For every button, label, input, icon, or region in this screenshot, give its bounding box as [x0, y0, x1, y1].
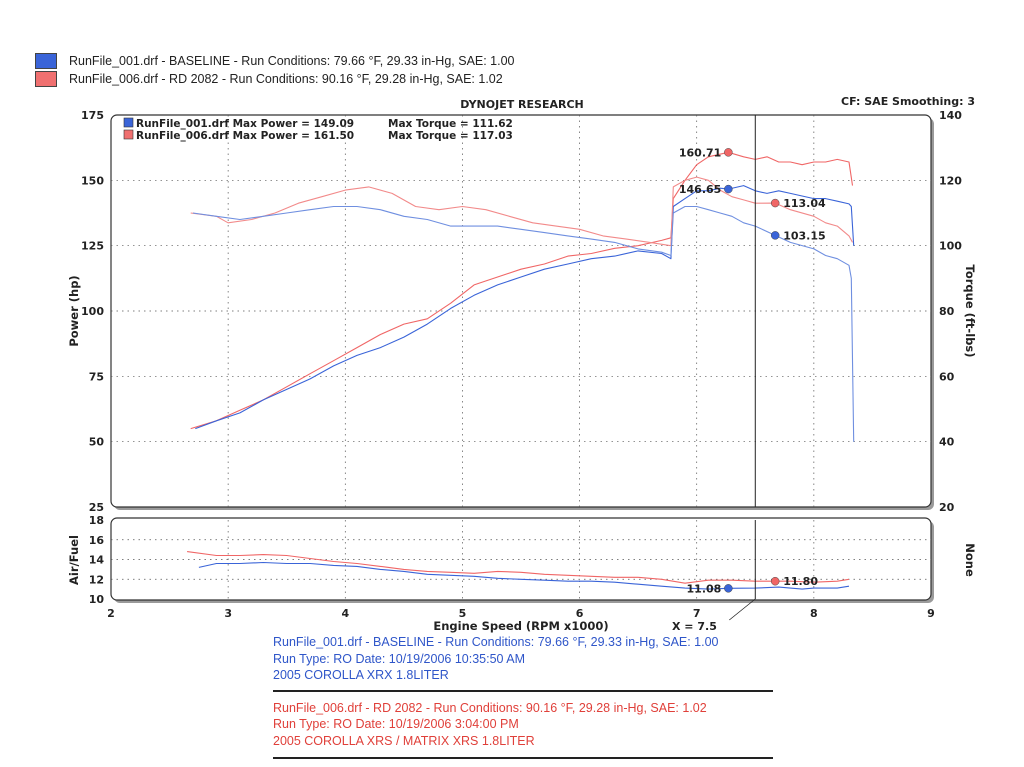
y-axis-label-none: None	[963, 543, 977, 577]
data-label-11.08: 11.08	[687, 582, 722, 595]
series-airfuel-rd2082	[187, 551, 850, 584]
marker-11.08	[724, 584, 733, 593]
x-tick-label: 7	[693, 607, 701, 620]
divider	[273, 689, 773, 692]
main-grid	[111, 115, 931, 507]
series-power-baseline	[195, 185, 855, 430]
y-tick-label-airfuel: 16	[89, 534, 105, 547]
top-legend: RunFile_001.drf - BASELINE - Run Conditi…	[35, 52, 515, 88]
marker-103.15	[770, 231, 780, 240]
y-tick-label-power: 125	[81, 240, 104, 253]
y-axis-label-power: Power (hp)	[67, 275, 81, 346]
x-tick-label: 8	[810, 607, 818, 620]
x-tick-label: 2	[107, 607, 115, 620]
max-power-baseline: RunFile_001.drf Max Power = 149.09	[136, 118, 354, 130]
cursor-readout: X = 7.5	[672, 620, 717, 633]
baseline-run-type: Run Type: RO Date: 10/19/2006 10:35:50 A…	[273, 651, 526, 666]
y-tick-label-torque: 80	[939, 305, 955, 318]
data-label-113.04: 113.04	[783, 197, 826, 210]
y-tick-label-torque: 60	[939, 370, 955, 383]
data-label-11.80: 11.80	[783, 575, 818, 588]
y-axis-label-airfuel: Air/Fuel	[67, 535, 81, 585]
cf-smoothing: CF: SAE Smoothing: 3	[841, 95, 975, 108]
legend-item-baseline: RunFile_001.drf - BASELINE - Run Conditi…	[35, 52, 515, 70]
max-torque-rd2082: Max Torque = 117.03	[388, 130, 513, 142]
y-tick-label-torque: 40	[939, 436, 955, 449]
run-info: RunFile_001.drf - BASELINE - Run Conditi…	[273, 634, 773, 767]
rd2082-conditions: RunFile_006.drf - RD 2082 - Run Conditio…	[273, 700, 707, 715]
cursor-layer	[729, 115, 756, 621]
max-torque-baseline: Max Torque = 111.62	[388, 118, 513, 130]
series-torque-baseline	[192, 205, 855, 442]
rd2082-run-type: Run Type: RO Date: 10/19/2006 3:04:00 PM	[273, 717, 519, 731]
baseline-conditions: RunFile_001.drf - BASELINE - Run Conditi…	[273, 635, 719, 649]
y-tick-label-torque: 140	[939, 109, 962, 122]
legend-swatch-blue	[35, 53, 57, 69]
x-tick-label: 6	[576, 607, 584, 620]
legend-label-baseline: RunFile_001.drf - BASELINE - Run Conditi…	[69, 54, 515, 68]
marker-11.80	[770, 576, 780, 586]
af-grid	[111, 520, 931, 599]
main-plot-frame	[110, 114, 932, 508]
x-tick-label: 9	[927, 607, 935, 620]
chart-title: DYNOJET RESEARCH	[460, 98, 583, 111]
y-tick-label-airfuel: 14	[89, 554, 105, 567]
y-tick-label-power: 75	[89, 370, 104, 383]
af-series	[187, 551, 850, 590]
tick-layer: 2 3 4 5 6 7 8 9 25 50 75 100 125 150 175 20 40 60 80 100 120…	[81, 109, 962, 620]
y-tick-label-power: 175	[81, 109, 104, 122]
run-info-baseline: RunFile_001.drf - BASELINE - Run Conditi…	[273, 634, 773, 684]
y-tick-label-torque: 20	[939, 501, 955, 514]
y-tick-label-power: 100	[81, 305, 104, 318]
data-label-160.71: 160.71	[679, 146, 721, 159]
y-tick-label-torque: 100	[939, 240, 962, 253]
data-label-146.65: 146.65	[679, 183, 721, 196]
marker-146.65	[724, 184, 733, 194]
x-axis-label: Engine Speed (RPM x1000)	[433, 619, 608, 633]
y-tick-label-airfuel: 12	[89, 573, 104, 586]
legend-label-rd2082: RunFile_006.drf - RD 2082 - Run Conditio…	[69, 72, 503, 86]
y-tick-label-airfuel: 10	[89, 593, 105, 606]
cursor-leader	[729, 598, 756, 621]
y-tick-label-power: 150	[81, 174, 104, 187]
max-power-rd2082: RunFile_006.drf Max Power = 161.50	[136, 130, 354, 142]
data-label-103.15: 103.15	[783, 229, 825, 242]
y-tick-label-power: 50	[89, 436, 105, 449]
baseline-vehicle: 2005 COROLLA XRX 1.8LITER	[273, 668, 449, 682]
legend-swatch-red	[35, 71, 57, 87]
series-airfuel-baseline	[198, 561, 850, 590]
x-tick-label: 5	[459, 607, 467, 620]
y-tick-label-torque: 120	[939, 174, 962, 187]
rd2082-vehicle: 2005 COROLLA XRS / MATRIX XRS 1.8LITER	[273, 733, 535, 748]
legend-item-rd2082: RunFile_006.drf - RD 2082 - Run Conditio…	[35, 70, 515, 88]
x-tick-label: 4	[341, 607, 349, 620]
marker-113.04	[770, 198, 780, 208]
marker-160.71	[724, 148, 733, 157]
y-tick-label-airfuel: 18	[89, 514, 104, 527]
run-info-rd2082: RunFile_006.drf - RD 2082 - Run Conditio…	[273, 700, 773, 750]
y-axis-label-torque: Torque (ft-lbs)	[963, 265, 977, 358]
y-tick-label-power: 25	[89, 501, 104, 514]
x-tick-label: 3	[224, 607, 232, 620]
max-swatch-red	[123, 129, 134, 140]
divider-bottom	[273, 757, 773, 759]
annotation-layer: 160.71 146.65 113.04 103.15 11.08 11.80	[679, 146, 826, 595]
series-power-rd2082	[190, 151, 854, 430]
max-swatch-blue	[123, 117, 134, 128]
